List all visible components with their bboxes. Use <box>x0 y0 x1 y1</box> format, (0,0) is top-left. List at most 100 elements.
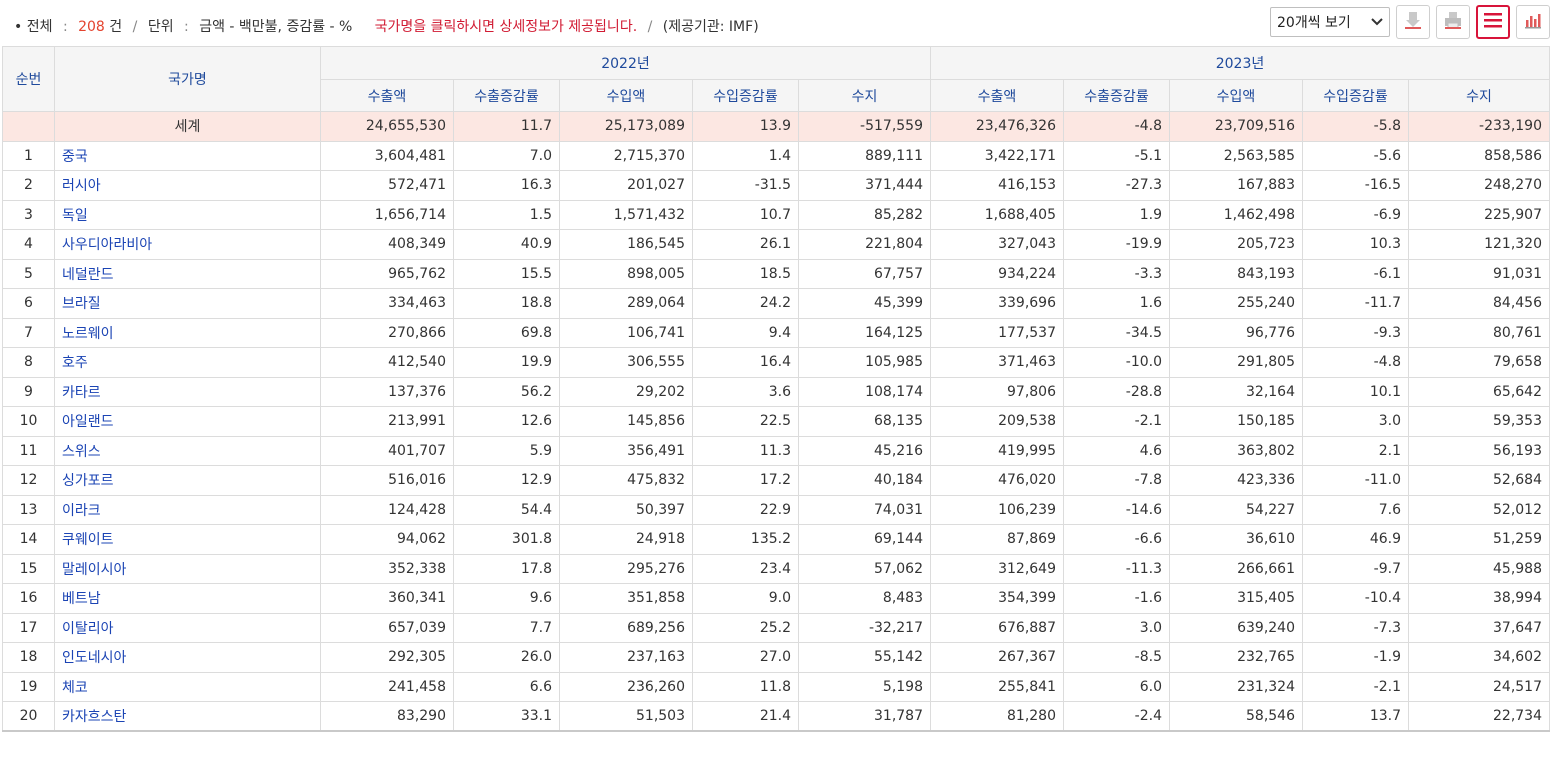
table-row: 2 러시아 572,471 16.3 201,027 -31.5 371,444 416,15… <box>2 170 1550 201</box>
table-row: 3 독일 1,656,714 1.5 1,571,432 10.7 85,282 1,688,… <box>2 199 1550 230</box>
header-import-growth: 수입증감률 <box>1302 79 1409 112</box>
table-cell: 97,806 <box>930 376 1064 407</box>
country-link[interactable]: 스위스 <box>54 435 321 466</box>
table-cell: 334,463 <box>320 288 454 319</box>
country-link[interactable]: 네덜란드 <box>54 258 321 289</box>
table-cell: 351,858 <box>559 583 693 614</box>
rank-cell: 16 <box>2 583 55 614</box>
country-link[interactable]: 싱가포르 <box>54 465 321 496</box>
table-cell: 24,655,530 <box>320 111 454 142</box>
country-link[interactable]: 노르웨이 <box>54 317 321 348</box>
table-cell: 475,832 <box>559 465 693 496</box>
bullet: • <box>14 19 23 35</box>
table-cell: 371,463 <box>930 347 1064 378</box>
country-link[interactable]: 이탈리아 <box>54 612 321 643</box>
header-import: 수입액 <box>1169 79 1303 112</box>
list-view-button[interactable] <box>1476 5 1510 39</box>
table-cell: 237,163 <box>559 642 693 673</box>
country-link[interactable]: 카자흐스탄 <box>54 701 321 732</box>
table-cell: 843,193 <box>1169 258 1303 289</box>
country-link[interactable]: 체코 <box>54 671 321 702</box>
table-cell: 965,762 <box>320 258 454 289</box>
rank-cell: 10 <box>2 406 55 437</box>
table-cell: 17.2 <box>692 465 799 496</box>
table-cell: 11.7 <box>453 111 560 142</box>
country-link[interactable]: 독일 <box>54 199 321 230</box>
table-cell: 11.8 <box>692 671 799 702</box>
country-link[interactable]: 쿠웨이트 <box>54 524 321 555</box>
table-cell: 2.1 <box>1302 435 1409 466</box>
page-size-select[interactable]: 20개씩 보기 <box>1270 7 1390 37</box>
table-cell: 19.9 <box>453 347 560 378</box>
table-cell: 36,610 <box>1169 524 1303 555</box>
table-cell: 38,994 <box>1408 583 1550 614</box>
table-cell: 1,462,498 <box>1169 199 1303 230</box>
table-cell: 51,259 <box>1408 524 1550 555</box>
rank-cell: 18 <box>2 642 55 673</box>
table-cell: 80,761 <box>1408 317 1550 348</box>
table-cell: -28.8 <box>1063 376 1170 407</box>
header-year-2023: 2023년 <box>930 46 1550 80</box>
table-cell: 232,765 <box>1169 642 1303 673</box>
rank-cell: 15 <box>2 553 55 584</box>
country-link[interactable]: 호주 <box>54 347 321 378</box>
table-cell: 13.9 <box>692 111 799 142</box>
table-cell: 213,991 <box>320 406 454 437</box>
download-button[interactable] <box>1396 5 1430 39</box>
trade-table: 순번 국가명 2022년 2023년 수출액 수출증감률 수입액 수입증감률 수… <box>2 46 1550 732</box>
print-button[interactable] <box>1436 5 1470 39</box>
table-cell: 315,405 <box>1169 583 1303 614</box>
table-cell: -10.4 <box>1302 583 1409 614</box>
country-link[interactable]: 사우디아라비아 <box>54 229 321 260</box>
country-link[interactable]: 브라질 <box>54 288 321 319</box>
table-cell: 16.4 <box>692 347 799 378</box>
table-cell: 221,804 <box>798 229 931 260</box>
table-cell: 412,540 <box>320 347 454 378</box>
table-cell: 241,458 <box>320 671 454 702</box>
table-cell: -1.9 <box>1302 642 1409 673</box>
table-cell: 201,027 <box>559 170 693 201</box>
table-cell: 13.7 <box>1302 701 1409 732</box>
table-cell: -2.4 <box>1063 701 1170 732</box>
chart-view-icon <box>1523 10 1543 34</box>
table-cell: 17.8 <box>453 553 560 584</box>
unit-label: 단위 <box>147 19 174 35</box>
table-cell: 57,062 <box>798 553 931 584</box>
table-cell: 1,656,714 <box>320 199 454 230</box>
table-cell: 52,684 <box>1408 465 1550 496</box>
print-icon <box>1443 10 1463 34</box>
chart-view-button[interactable] <box>1516 5 1550 39</box>
country-link[interactable]: 말레이시아 <box>54 553 321 584</box>
table-cell: 360,341 <box>320 583 454 614</box>
table-cell: 572,471 <box>320 170 454 201</box>
table-cell: 69,144 <box>798 524 931 555</box>
table-cell: -5.8 <box>1302 111 1409 142</box>
table-cell: 55,142 <box>798 642 931 673</box>
table-cell: 327,043 <box>930 229 1064 260</box>
table-cell: 46.9 <box>1302 524 1409 555</box>
table-cell: -10.0 <box>1063 347 1170 378</box>
table-row: 9 카타르 137,376 56.2 29,202 3.6 108,174 97,806 -28… <box>2 376 1550 407</box>
total-unit: 건 <box>109 19 123 35</box>
table-cell: 898,005 <box>559 258 693 289</box>
header-rank: 순번 <box>2 46 55 112</box>
country-link[interactable]: 이라크 <box>54 494 321 525</box>
table-cell: 231,324 <box>1169 671 1303 702</box>
table-cell: 106,239 <box>930 494 1064 525</box>
country-link[interactable]: 카타르 <box>54 376 321 407</box>
table-cell: 1.5 <box>453 199 560 230</box>
table-cell: 10.3 <box>1302 229 1409 260</box>
table-cell: 1.4 <box>692 140 799 171</box>
rank-cell: 8 <box>2 347 55 378</box>
table-cell: -5.6 <box>1302 140 1409 171</box>
page-size-value: 20개씩 보기 <box>1277 15 1351 31</box>
country-link[interactable]: 아일랜드 <box>54 406 321 437</box>
country-link[interactable]: 인도네시아 <box>54 642 321 673</box>
table-cell: 289,064 <box>559 288 693 319</box>
country-link[interactable]: 중국 <box>54 140 321 171</box>
toolbar: • 전체 : 208 건 / 단위 : 금액 - 백만불, 증감률 - % 국가… <box>0 0 1558 46</box>
table-cell: 1,571,432 <box>559 199 693 230</box>
country-link[interactable]: 베트남 <box>54 583 321 614</box>
table-cell: 2,563,585 <box>1169 140 1303 171</box>
country-link[interactable]: 러시아 <box>54 170 321 201</box>
